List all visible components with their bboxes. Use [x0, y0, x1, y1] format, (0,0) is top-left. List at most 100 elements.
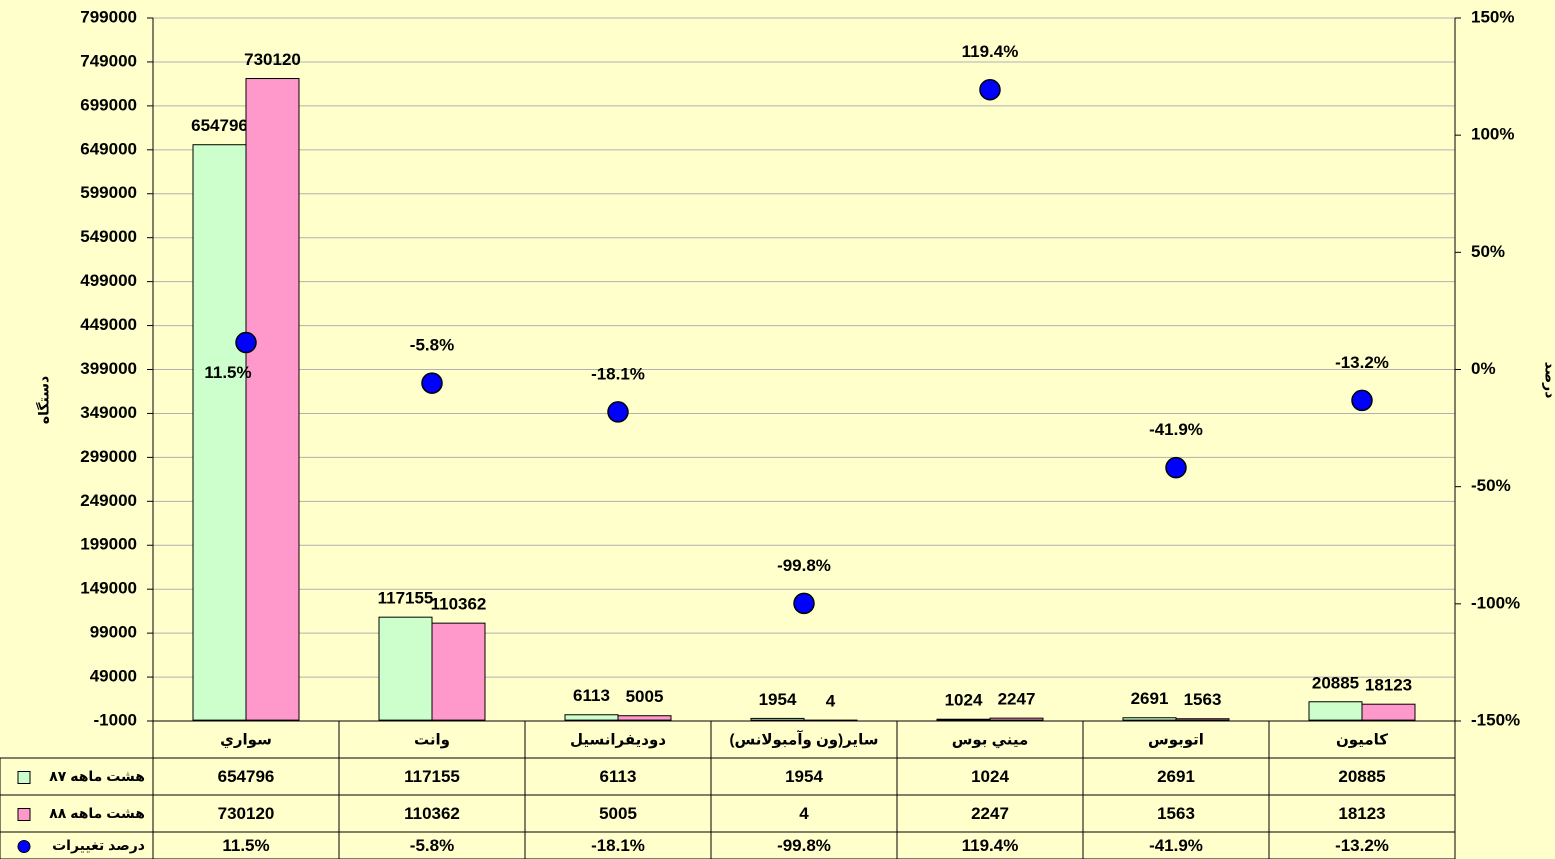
point-value-label: -99.8% [777, 556, 831, 575]
table-value: 730120 [218, 804, 275, 823]
y-tick-label: 449000 [80, 315, 137, 334]
table-value: -13.2% [1335, 836, 1389, 855]
x-tick-label: سواري [220, 731, 272, 749]
table-value: 11.5% [222, 836, 269, 855]
legend-key [17, 840, 31, 853]
point-value-label: -13.2% [1335, 353, 1389, 372]
y-tick-label: 199000 [80, 535, 137, 554]
scatter-point [1351, 389, 1373, 412]
bar-value-label: 1563 [1184, 690, 1222, 709]
scatter-point [1165, 456, 1187, 479]
point-value-label: 119.4% [962, 42, 1019, 61]
bar [1308, 701, 1363, 721]
y-tick-label: 399000 [80, 359, 137, 378]
table-value: 119.4% [962, 836, 1019, 855]
table-value: 1563 [1157, 804, 1195, 823]
bar [431, 622, 486, 721]
scatter-point [793, 592, 815, 615]
table-cell [0, 831, 1456, 859]
bar-value-label: 110362 [431, 595, 487, 614]
bar [564, 714, 619, 721]
x-tick-label: ميني بوس [952, 731, 1029, 748]
y2-tick-label: 150% [1471, 7, 1514, 26]
bar [378, 616, 433, 721]
y-tick-label: 549000 [80, 227, 137, 246]
y-axis-title: دستگاه [36, 376, 52, 424]
table-value: 20885 [1338, 767, 1385, 786]
bar-value-label: 20885 [1312, 673, 1359, 692]
scatter-point [979, 78, 1001, 101]
point-value-label: -18.1% [591, 364, 645, 383]
point-value-label: -5.8% [410, 336, 454, 355]
table-value: 110362 [404, 804, 460, 823]
y2-tick-label: -150% [1471, 710, 1520, 729]
y-tick-label: 99000 [90, 623, 137, 642]
y-tick-label: 149000 [80, 579, 137, 598]
table-value: 117155 [404, 767, 460, 786]
y2-tick-label: 50% [1471, 242, 1505, 261]
y-tick-label: 749000 [80, 51, 137, 70]
bar [617, 715, 672, 721]
table-value: 2691 [1157, 767, 1195, 786]
y2-axis-title: درصد [1542, 362, 1555, 399]
y-tick-label: 49000 [90, 667, 137, 686]
table-value: 654796 [218, 767, 275, 786]
y-tick-label: 599000 [80, 183, 137, 202]
bar-value-label: 730120 [244, 50, 301, 69]
x-tick-label: وانت [414, 731, 450, 748]
table-value: 1024 [971, 767, 1009, 786]
scatter-point [235, 331, 257, 354]
y-tick-label: 249000 [80, 491, 137, 510]
bar [1175, 718, 1230, 721]
bar-value-label: 117155 [378, 589, 434, 608]
table-value: 2247 [971, 804, 1009, 823]
y-tick-label: 799000 [80, 7, 137, 26]
y2-tick-label: 100% [1471, 125, 1514, 144]
table-value: -18.1% [591, 836, 645, 855]
legend-key [17, 808, 31, 821]
point-value-label: -41.9% [1149, 420, 1203, 439]
table-value: -5.8% [410, 836, 454, 855]
bar-value-label: 1024 [945, 691, 983, 710]
x-tick-label: دوديفرانسيل [570, 731, 666, 748]
bar-value-label: 6113 [573, 686, 610, 705]
bar-value-label: 4 [826, 692, 836, 711]
y2-tick-label: -50% [1471, 476, 1511, 495]
legend-label: هشت ماهه ٨٨ [49, 805, 145, 821]
bar-value-label: 654796 [191, 116, 248, 135]
bar-value-label: 5005 [626, 687, 664, 706]
table-value: 4 [799, 804, 809, 823]
y2-tick-label: 0% [1471, 359, 1496, 378]
scatter-point [607, 401, 629, 423]
legend-key [17, 771, 31, 784]
bar [245, 78, 300, 721]
bar [1361, 703, 1416, 721]
x-tick-label: ساير(ون وآمبولانس) [730, 730, 879, 748]
bar-value-label: 1954 [759, 690, 797, 709]
scatter-point [421, 372, 443, 394]
x-tick-label: اتوبوس [1148, 731, 1204, 748]
bar [750, 717, 805, 721]
bar [192, 144, 247, 721]
y-tick-label: -1000 [94, 710, 137, 729]
bar [1122, 717, 1177, 721]
bar-value-label: 18123 [1365, 676, 1412, 695]
y-tick-label: 349000 [80, 403, 137, 422]
legend-label: درصد تغييرات [52, 837, 145, 854]
y-tick-label: 299000 [80, 447, 137, 466]
table-value: 5005 [599, 804, 637, 823]
y-tick-label: 649000 [80, 139, 137, 158]
legend-label: هشت ماهه ٨٧ [49, 768, 145, 784]
x-tick-label: كاميون [1336, 731, 1388, 748]
table-value: 6113 [600, 767, 637, 786]
bar-value-label: 2691 [1131, 689, 1169, 708]
bar [936, 718, 991, 721]
table-value: -99.8% [777, 836, 831, 855]
bar [989, 717, 1044, 721]
table-value: -41.9% [1149, 836, 1203, 855]
y2-tick-label: -100% [1471, 593, 1520, 612]
table-value: 18123 [1338, 804, 1385, 823]
table-value: 1954 [785, 767, 823, 786]
y-tick-label: 499000 [80, 271, 137, 290]
